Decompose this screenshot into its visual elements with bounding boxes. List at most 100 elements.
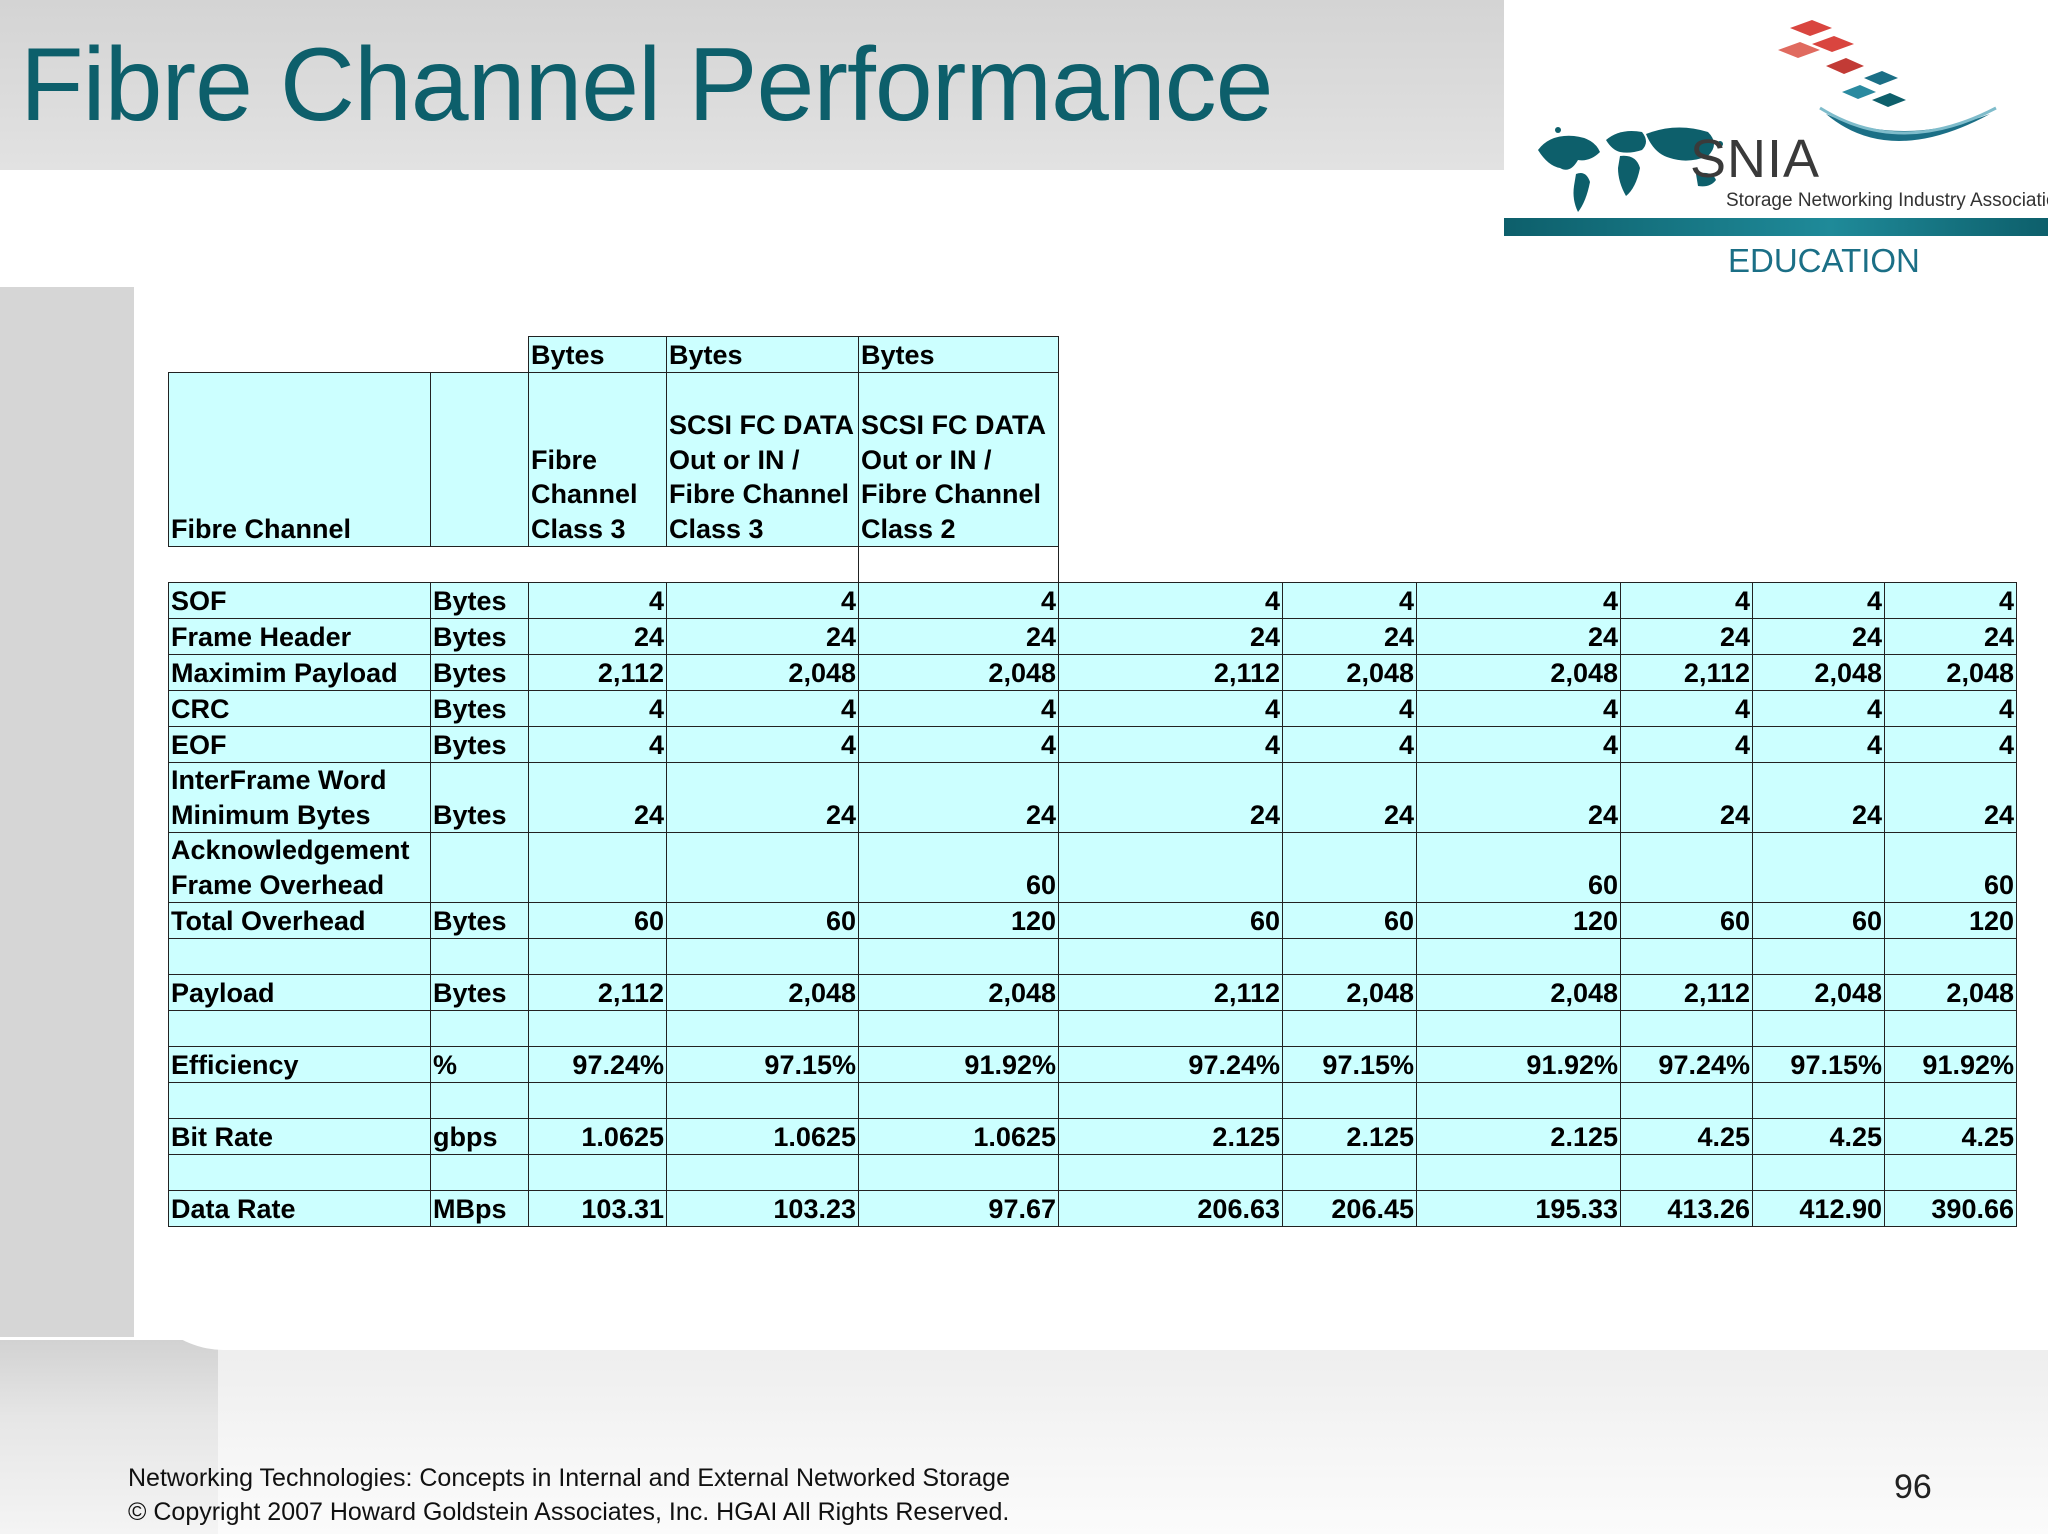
table-row: Bit Rate gbps 1.0625 1.0625 1.0625 2.125 2.125… [168,1118,2017,1155]
row-label: Maximim Payload [168,654,431,691]
table-row [168,938,2017,975]
row-value: 97.24% [528,1046,667,1083]
footer-course-title: Networking Technologies: Concepts in Int… [128,1464,1010,1492]
row-value [1752,1154,1885,1191]
header-unit: Bytes [528,336,667,373]
row-label: Efficiency [168,1046,431,1083]
row-value: 91.92% [1884,1046,2017,1083]
row-value: 2,048 [1752,654,1885,691]
row-value [1058,1010,1283,1047]
row-value: 24 [858,618,1059,655]
table-header-units-row: Bytes Bytes Bytes [169,336,2017,373]
row-value: 24 [1752,762,1885,833]
row-value: 60 [1620,902,1753,939]
header-desc: SCSI FC DATA Out or IN / Fibre Channel C… [858,372,1059,547]
row-value: 24 [666,618,859,655]
row-label [168,1154,431,1191]
row-value: 4 [1884,726,2017,763]
table-row: Total Overhead Bytes 60 60 120 60 60 120 60 60 120 [168,902,2017,939]
table-row: Payload Bytes 2,112 2,048 2,048 2,112 2,048 2,0… [168,974,2017,1011]
row-value: 4.25 [1752,1118,1885,1155]
row-value: 2,112 [1058,654,1283,691]
row-value: 4 [666,726,859,763]
row-value [1620,1010,1753,1047]
row-value [1058,938,1283,975]
footer-copyright: © Copyright 2007 Howard Goldstein Associ… [128,1498,1010,1526]
header-unit: Bytes [666,336,859,373]
row-value [1620,1154,1753,1191]
row-value [858,1154,1059,1191]
row-value [666,832,859,903]
row-label: Bit Rate [168,1118,431,1155]
header-desc: SCSI FC DATA Out or IN / Fibre Channel C… [666,372,859,547]
row-value: 4 [1884,582,2017,619]
row-value [1620,1082,1753,1119]
table-row [168,1082,2017,1119]
row-value [528,938,667,975]
row-value: 24 [1884,762,2017,833]
table-row: Acknowledgement Frame Overhead 60 60 60 [168,832,2017,903]
row-value: 4 [1058,726,1283,763]
row-value: 120 [858,902,1059,939]
row-value: 2,048 [1416,974,1621,1011]
row-value: 4 [1416,726,1621,763]
title-band [0,0,1504,170]
row-unit [430,1154,529,1191]
row-value: 24 [666,762,859,833]
row-value: 97.15% [666,1046,859,1083]
row-value [1416,1154,1621,1191]
page-title: Fibre Channel Performance [20,27,1274,143]
row-value: 413.26 [1620,1190,1753,1227]
row-value: 24 [528,762,667,833]
world-map-icon [1538,20,1997,212]
row-value: 2.125 [1058,1118,1283,1155]
performance-table: Bytes Bytes Bytes Fibre Channel Fibre Ch… [168,336,2017,1227]
row-value [666,1010,859,1047]
row-unit [430,1082,529,1119]
row-value: 2,048 [1884,654,2017,691]
row-value: 60 [858,832,1059,903]
row-value: 2,112 [1620,654,1753,691]
row-label: Frame Header [168,618,431,655]
table-row: Data Rate MBps 103.31 103.23 97.67 206.63 206.… [168,1190,2017,1227]
table-row: Efficiency% 97.24% 97.15% 91.92% 97.24% 97.15… [168,1046,2017,1083]
row-value: 2.125 [1416,1118,1621,1155]
row-value: 2,048 [1752,974,1885,1011]
row-value [1282,832,1417,903]
row-value: 24 [1282,618,1417,655]
row-unit: Bytes [430,974,529,1011]
row-value: 4 [1752,690,1885,727]
row-value: 4 [528,582,667,619]
row-label: EOF [168,726,431,763]
row-value: 195.33 [1416,1190,1621,1227]
row-value: 24 [1416,762,1621,833]
row-unit: Bytes [430,690,529,727]
snia-logo-text: SNIA [1690,129,1821,189]
header-desc: Fibre Channel Class 3 [528,372,667,547]
row-value: 4 [858,726,1059,763]
row-value: 24 [1620,618,1753,655]
row-value: 4 [1282,726,1417,763]
row-label: Total Overhead [168,902,431,939]
row-value: 24 [1058,618,1283,655]
row-label [168,1010,431,1047]
row-value: 60 [1282,902,1417,939]
header-unit: Bytes [858,336,1059,373]
table-row [168,1154,2017,1191]
row-value [858,1082,1059,1119]
row-value: 24 [1282,762,1417,833]
row-value: 60 [1884,832,2017,903]
table-row: InterFrame Word Minimum Bytes Bytes 24 24 24… [168,762,2017,833]
row-unit: gbps [430,1118,529,1155]
row-value: 103.23 [666,1190,859,1227]
row-value [666,1082,859,1119]
row-value [1416,1082,1621,1119]
row-value: 120 [1884,902,2017,939]
row-unit: Bytes [430,726,529,763]
row-value [1752,938,1885,975]
table-row: EOF Bytes 4 4 4 4 4 4 4 4 4 [168,726,2017,763]
row-value: 2,112 [1058,974,1283,1011]
row-value: 4 [1282,582,1417,619]
table-row: SOF Bytes 4 4 4 4 4 4 4 4 4 [168,582,2017,619]
row-unit: Bytes [430,618,529,655]
